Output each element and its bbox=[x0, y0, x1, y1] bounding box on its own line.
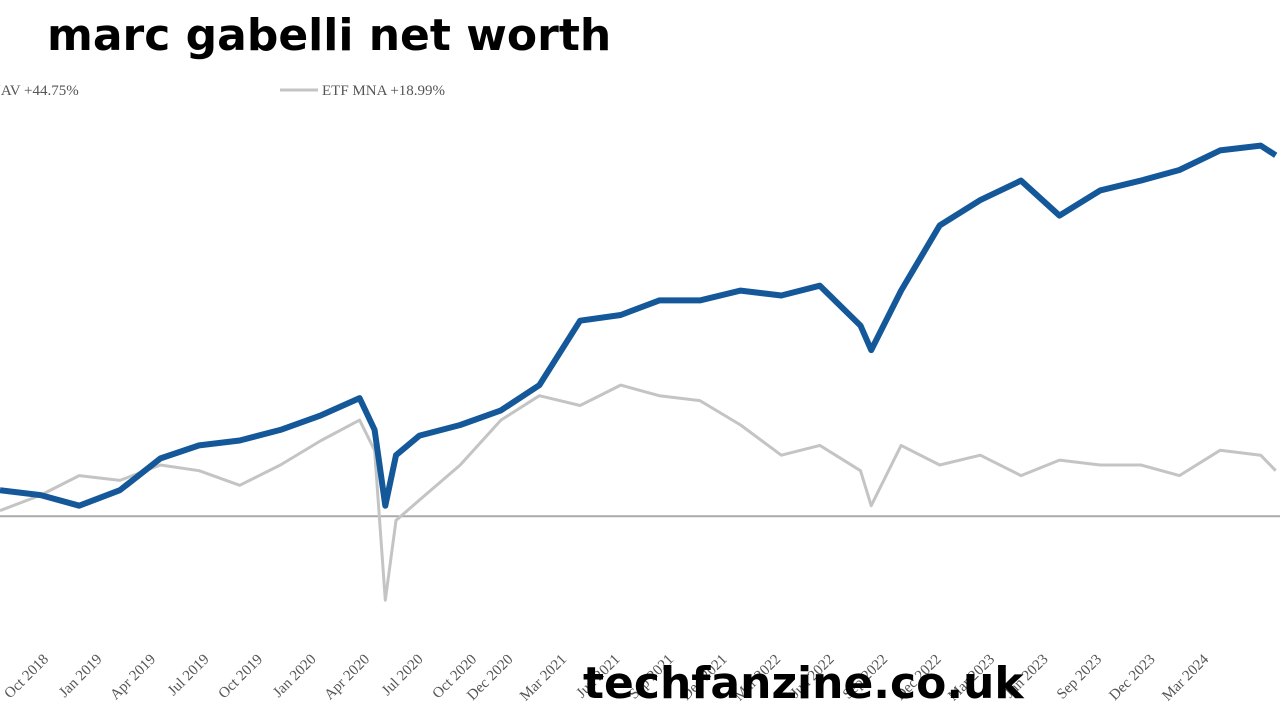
x-tick-label: Mar 2024 bbox=[1159, 651, 1212, 704]
x-tick-label: Oct 2019 bbox=[216, 652, 267, 703]
series-line bbox=[0, 383, 1277, 602]
page-title: marc gabelli net worth bbox=[47, 10, 611, 61]
x-tick-label: Jan 2020 bbox=[270, 652, 319, 701]
legend-label: ETF MNA +18.99% bbox=[322, 83, 445, 99]
x-tick-label: Jan 2019 bbox=[56, 652, 105, 701]
x-tick-label: Dec 2023 bbox=[1106, 652, 1158, 704]
watermark: techfanzine.co.uk bbox=[583, 658, 1025, 709]
plot: Oct 2018 Jan 2019 Apr 2019 Jul 2019 Oct 2019… bbox=[0, 83, 1280, 704]
x-tick-label: Apr 2019 bbox=[107, 652, 159, 704]
x-tick-label: Jul 2020 bbox=[379, 652, 427, 700]
x-tick-label: Apr 2020 bbox=[321, 652, 373, 704]
legend-label: NAV +44.75% bbox=[0, 83, 79, 99]
x-tick-label: Mar 2021 bbox=[517, 652, 570, 705]
x-tick-label: Jul 2019 bbox=[165, 652, 213, 700]
series-line bbox=[0, 142, 1278, 509]
x-tick-label: Oct 2018 bbox=[2, 652, 53, 703]
x-tick-label: Sep 2023 bbox=[1054, 652, 1105, 703]
